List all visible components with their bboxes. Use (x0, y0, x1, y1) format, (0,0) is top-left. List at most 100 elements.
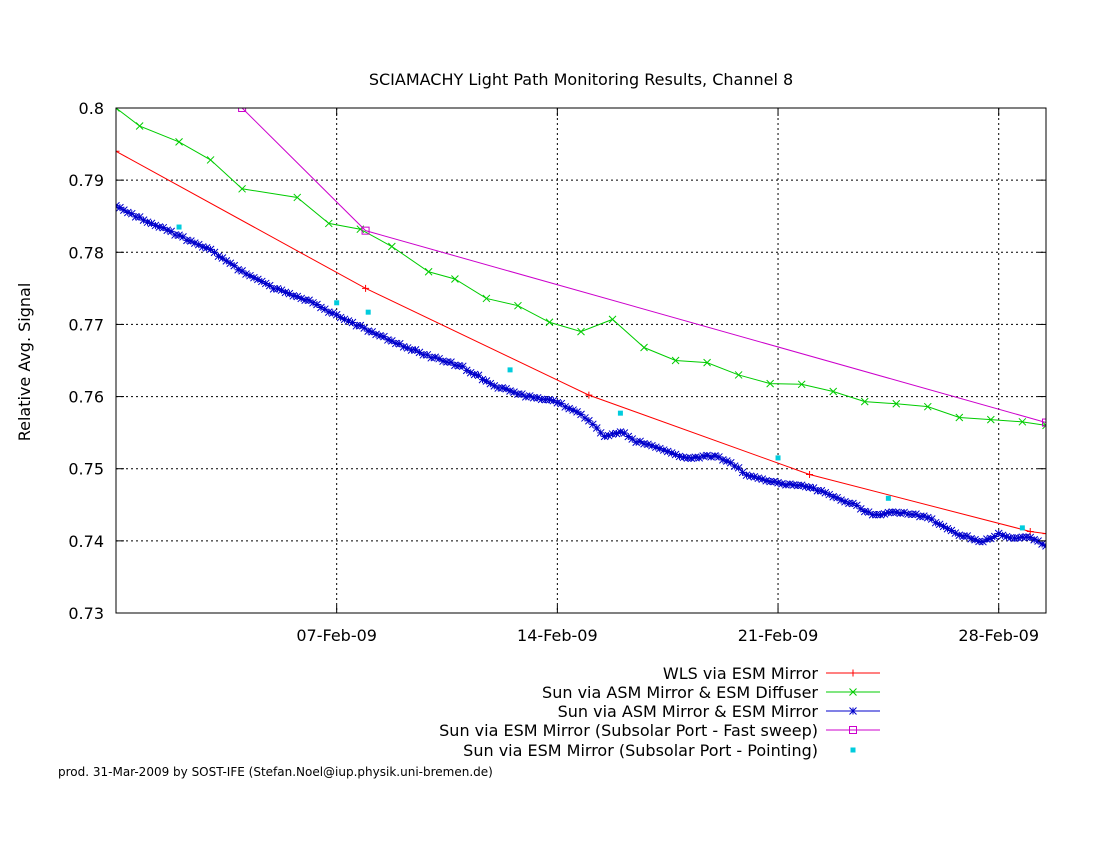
data-point (380, 332, 388, 341)
data-point (994, 529, 1003, 538)
data-point (419, 350, 428, 359)
data-point (482, 377, 491, 385)
data-point (175, 231, 183, 240)
data-point (947, 526, 956, 535)
plot-frame (115, 107, 1047, 614)
data-point (305, 296, 313, 305)
data-point (301, 296, 310, 304)
data-point (762, 476, 771, 485)
data-point (360, 324, 369, 332)
data-point (1018, 533, 1027, 542)
legend-label: Sun via ASM Mirror & ESM Diffuser (542, 683, 818, 702)
data-point (143, 218, 152, 227)
data-point (431, 353, 440, 362)
data-point (502, 384, 510, 393)
data-point (730, 462, 739, 470)
data-point (577, 410, 585, 419)
data-point (734, 463, 743, 472)
data-point (671, 450, 680, 459)
data-point (507, 367, 513, 373)
data-point (868, 510, 877, 519)
data-point (699, 452, 708, 460)
data-point (163, 226, 172, 235)
data-point (462, 366, 471, 375)
data-point (817, 486, 826, 495)
data-point (892, 399, 901, 408)
data-point (750, 473, 759, 481)
data-point (328, 309, 337, 317)
data-point (880, 510, 889, 518)
data-point (285, 289, 294, 298)
data-point (1002, 532, 1011, 541)
data-point (667, 449, 676, 457)
data-point (541, 395, 550, 404)
data-point (833, 493, 841, 502)
chart-title: SCIAMACHY Light Path Monitoring Results,… (369, 70, 793, 89)
data-point (533, 394, 542, 402)
data-point (521, 393, 530, 401)
data-point (620, 429, 629, 437)
data-point (395, 339, 404, 348)
data-point (407, 346, 416, 354)
data-point (644, 440, 652, 449)
data-point (774, 478, 782, 487)
data-point (1026, 533, 1035, 542)
y-tick-label: 0.78 (68, 243, 104, 262)
data-point (368, 328, 376, 336)
data-point (238, 108, 247, 112)
data-point (927, 515, 936, 523)
data-point (131, 213, 140, 221)
data-point (176, 224, 182, 230)
data-point (127, 209, 136, 218)
data-point (1042, 530, 1046, 538)
data-point (770, 477, 778, 486)
data-point (939, 522, 948, 531)
data-point (427, 353, 436, 362)
data-point (711, 452, 719, 460)
data-point (754, 474, 763, 483)
data-point (806, 470, 814, 478)
data-point (829, 492, 838, 501)
data-point (825, 490, 834, 499)
data-point (793, 481, 802, 490)
data-point (841, 497, 849, 506)
data-point (703, 451, 711, 460)
data-point (896, 509, 905, 518)
data-point (565, 404, 574, 413)
data-point (636, 437, 644, 446)
data-point (214, 252, 223, 261)
data-point (608, 430, 617, 438)
data-point (860, 397, 869, 406)
data-point (856, 505, 865, 513)
x-tick-label: 14-Feb-09 (517, 626, 598, 645)
data-point (573, 408, 581, 416)
data-point (537, 395, 546, 404)
legend-label: WLS via ESM Mirror (663, 664, 819, 683)
y-tick-label: 0.74 (68, 532, 104, 551)
data-point (805, 483, 814, 492)
data-point (1019, 525, 1025, 531)
data-point (498, 383, 507, 392)
data-point (234, 265, 243, 274)
data-point (904, 510, 912, 518)
data-point (348, 318, 357, 327)
data-point (120, 206, 128, 215)
data-point (514, 390, 522, 398)
data-point (494, 384, 503, 392)
data-point (782, 480, 790, 489)
data-point (478, 375, 487, 384)
data-point (183, 236, 191, 245)
data-point (663, 447, 672, 456)
data-point (919, 512, 928, 520)
data-point (151, 221, 160, 230)
data-point (687, 454, 696, 463)
data-point (372, 330, 380, 339)
data-point (585, 391, 593, 399)
data-point (399, 343, 408, 351)
data-point (364, 327, 373, 336)
data-point (454, 361, 463, 370)
data-point (758, 475, 767, 484)
data-point (486, 379, 495, 388)
data-point (671, 356, 680, 365)
data-point (309, 298, 317, 307)
